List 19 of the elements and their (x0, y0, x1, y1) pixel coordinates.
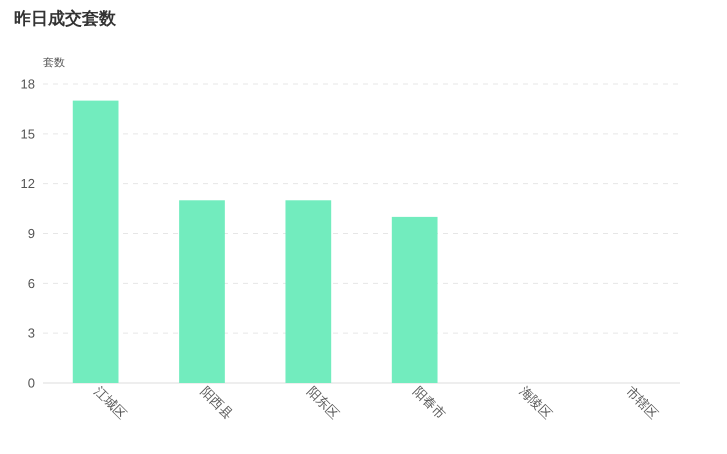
x-tick-label: 市辖区 (623, 384, 662, 422)
y-tick-label: 0 (28, 376, 35, 391)
y-tick-label: 9 (28, 226, 35, 242)
chart-title: 昨日成交套数 (14, 9, 117, 28)
x-tick-label: 阳春市 (410, 384, 449, 422)
bar (285, 200, 332, 383)
x-tick-label: 江城区 (92, 384, 130, 422)
x-tick-label: 海陵区 (516, 384, 556, 422)
y-axis-title: 套数 (43, 57, 65, 69)
bar (72, 100, 119, 383)
y-tick-label: 15 (20, 126, 35, 142)
bar (179, 200, 225, 383)
x-tick-label: 阳东区 (304, 384, 342, 422)
y-tick-label: 6 (28, 276, 35, 291)
y-tick-label: 3 (28, 326, 35, 341)
x-tick-label: 阳西县 (198, 384, 236, 422)
y-tick-label: 12 (20, 176, 35, 192)
y-tick-label: 18 (20, 76, 35, 92)
bar (392, 216, 438, 383)
